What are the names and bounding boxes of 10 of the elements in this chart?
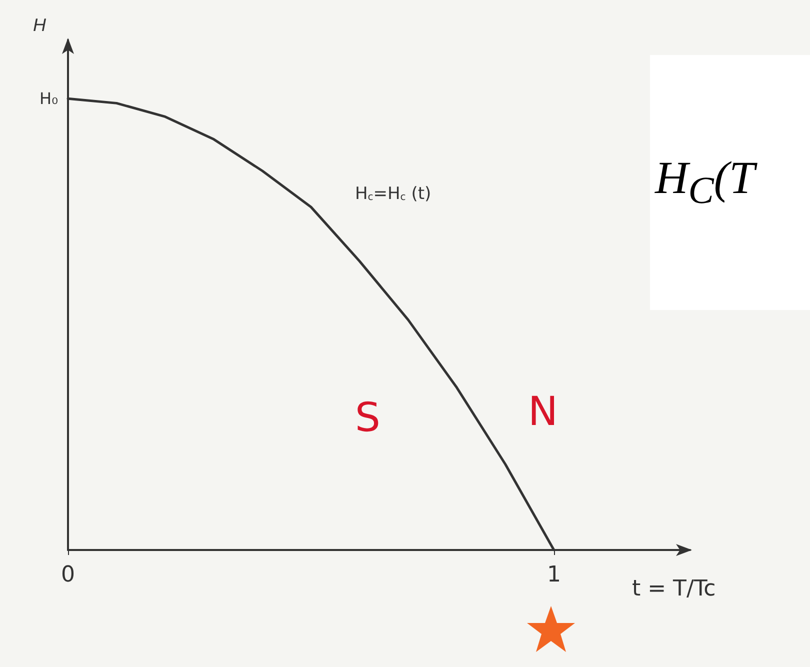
text-panel: H$_{C}$(T	[650, 55, 810, 310]
x-tick-label: 1	[546, 562, 561, 588]
annotation: H$_{C}$(T	[655, 152, 755, 212]
annotation: S	[355, 395, 380, 441]
x-axis-title: t = T/Tc	[632, 576, 716, 602]
annotation: Hc=Hc (t)	[355, 184, 432, 204]
annotation: N	[528, 389, 558, 435]
y-axis-title: H	[33, 15, 47, 35]
x-tick-label: 0	[61, 562, 75, 588]
annotation: H₀	[40, 89, 58, 108]
